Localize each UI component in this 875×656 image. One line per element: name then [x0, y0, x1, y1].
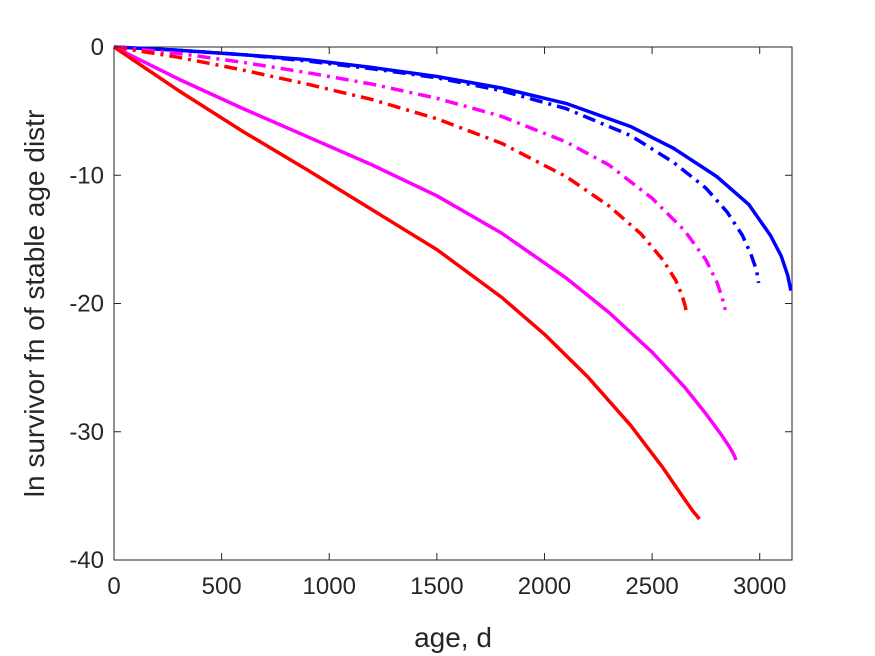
x-tick-label: 2500 [625, 573, 678, 600]
series-line-2 [113, 45, 761, 284]
x-tick-label: 1500 [410, 573, 463, 600]
series-line-6 [113, 45, 701, 521]
y-axis-title: ln survivor fn of stable age distr [19, 110, 50, 498]
plot-frame [113, 46, 793, 561]
x-tick-label: 1000 [303, 573, 356, 600]
x-axis: 0 500 1000 1500 2000 2500 3000 [107, 47, 786, 600]
y-tick-label: 0 [91, 34, 104, 61]
y-tick-label: -30 [69, 419, 104, 446]
x-axis-title: age, d [414, 622, 492, 653]
x-tick-label: 500 [202, 573, 242, 600]
x-tick-label: 3000 [733, 573, 786, 600]
y-tick-label: -40 [69, 547, 104, 574]
series-line-3 [113, 45, 727, 311]
series-line-5 [113, 45, 738, 461]
y-axis: 0 -10 -20 -30 -40 [69, 34, 792, 574]
plot-area: 0 500 1000 1500 2000 2500 3000 0 -10 -20 -30 -40 [69, 34, 793, 600]
y-tick-label: -20 [69, 291, 104, 318]
series-layer [113, 45, 793, 521]
series-line-4 [113, 45, 689, 315]
x-tick-label: 0 [107, 573, 120, 600]
x-tick-label: 2000 [518, 573, 571, 600]
y-tick-label: -10 [69, 162, 104, 189]
